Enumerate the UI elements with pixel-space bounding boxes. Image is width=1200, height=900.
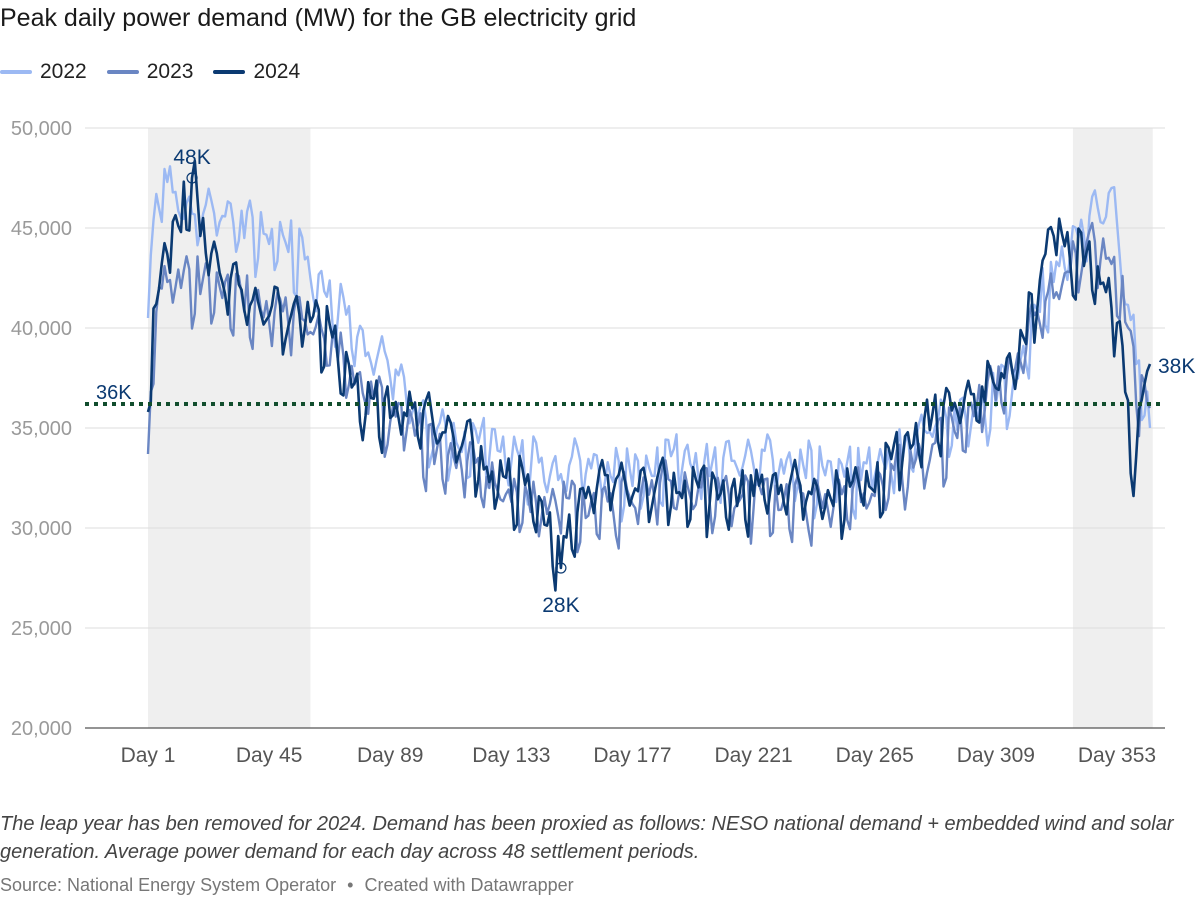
x-tick-label: Day 353	[1078, 744, 1156, 767]
legend-swatch-2024	[213, 70, 246, 74]
legend-swatch-2023	[106, 70, 139, 74]
annotation-label: 28K	[542, 594, 579, 617]
annotation-marker	[186, 172, 198, 184]
source-line: Source: National Energy System Operator …	[0, 875, 580, 896]
credit-text: Created with Datawrapper	[364, 875, 574, 895]
legend-item-2024: 2024	[213, 60, 300, 84]
legend: 2022 2023 2024	[0, 60, 300, 84]
x-tick-label: Day 45	[236, 744, 303, 767]
y-tick-label: 25,000	[11, 618, 72, 640]
chart-title: Peak daily power demand (MW) for the GB …	[0, 4, 637, 32]
x-tick-label: Day 1	[121, 744, 176, 767]
y-tick-label: 40,000	[11, 318, 72, 340]
y-tick-label: 30,000	[11, 518, 72, 540]
x-tick-label: Day 265	[836, 744, 914, 767]
x-tick-label: Day 309	[957, 744, 1035, 767]
legend-label-2023: 2023	[146, 60, 194, 83]
reference-line-label: 36K	[96, 382, 132, 404]
legend-item-2023: 2023	[106, 60, 194, 84]
series-line-2023	[146, 221, 1152, 554]
y-tick-label: 20,000	[11, 718, 72, 740]
annotation-label: 48K	[173, 146, 210, 169]
x-tick-label: Day 133	[472, 744, 550, 767]
legend-item-2022: 2022	[0, 60, 87, 84]
annotation-label: 38K	[1158, 355, 1195, 378]
line-chart: 20,000 25,000 30,000 35,000 40,000 45,000 50,0…	[11, 118, 1196, 767]
legend-label-2024: 2024	[253, 60, 301, 83]
x-tick-label: Day 177	[593, 744, 671, 767]
chart-footnote: The leap year has ben removed for 2024. …	[0, 813, 1174, 863]
x-tick-label: Day 89	[357, 744, 424, 767]
y-tick-label: 50,000	[11, 118, 72, 140]
y-tick-label: 35,000	[11, 418, 72, 440]
source-text: Source: National Energy System Operator	[0, 875, 337, 895]
annotation-marker	[555, 562, 567, 574]
legend-label-2022: 2022	[40, 60, 87, 83]
x-tick-label: Day 221	[714, 744, 792, 767]
source-separator: •	[347, 875, 354, 895]
series-line-2024	[146, 159, 1152, 592]
legend-swatch-2022	[0, 70, 32, 74]
y-tick-label: 45,000	[11, 218, 72, 240]
